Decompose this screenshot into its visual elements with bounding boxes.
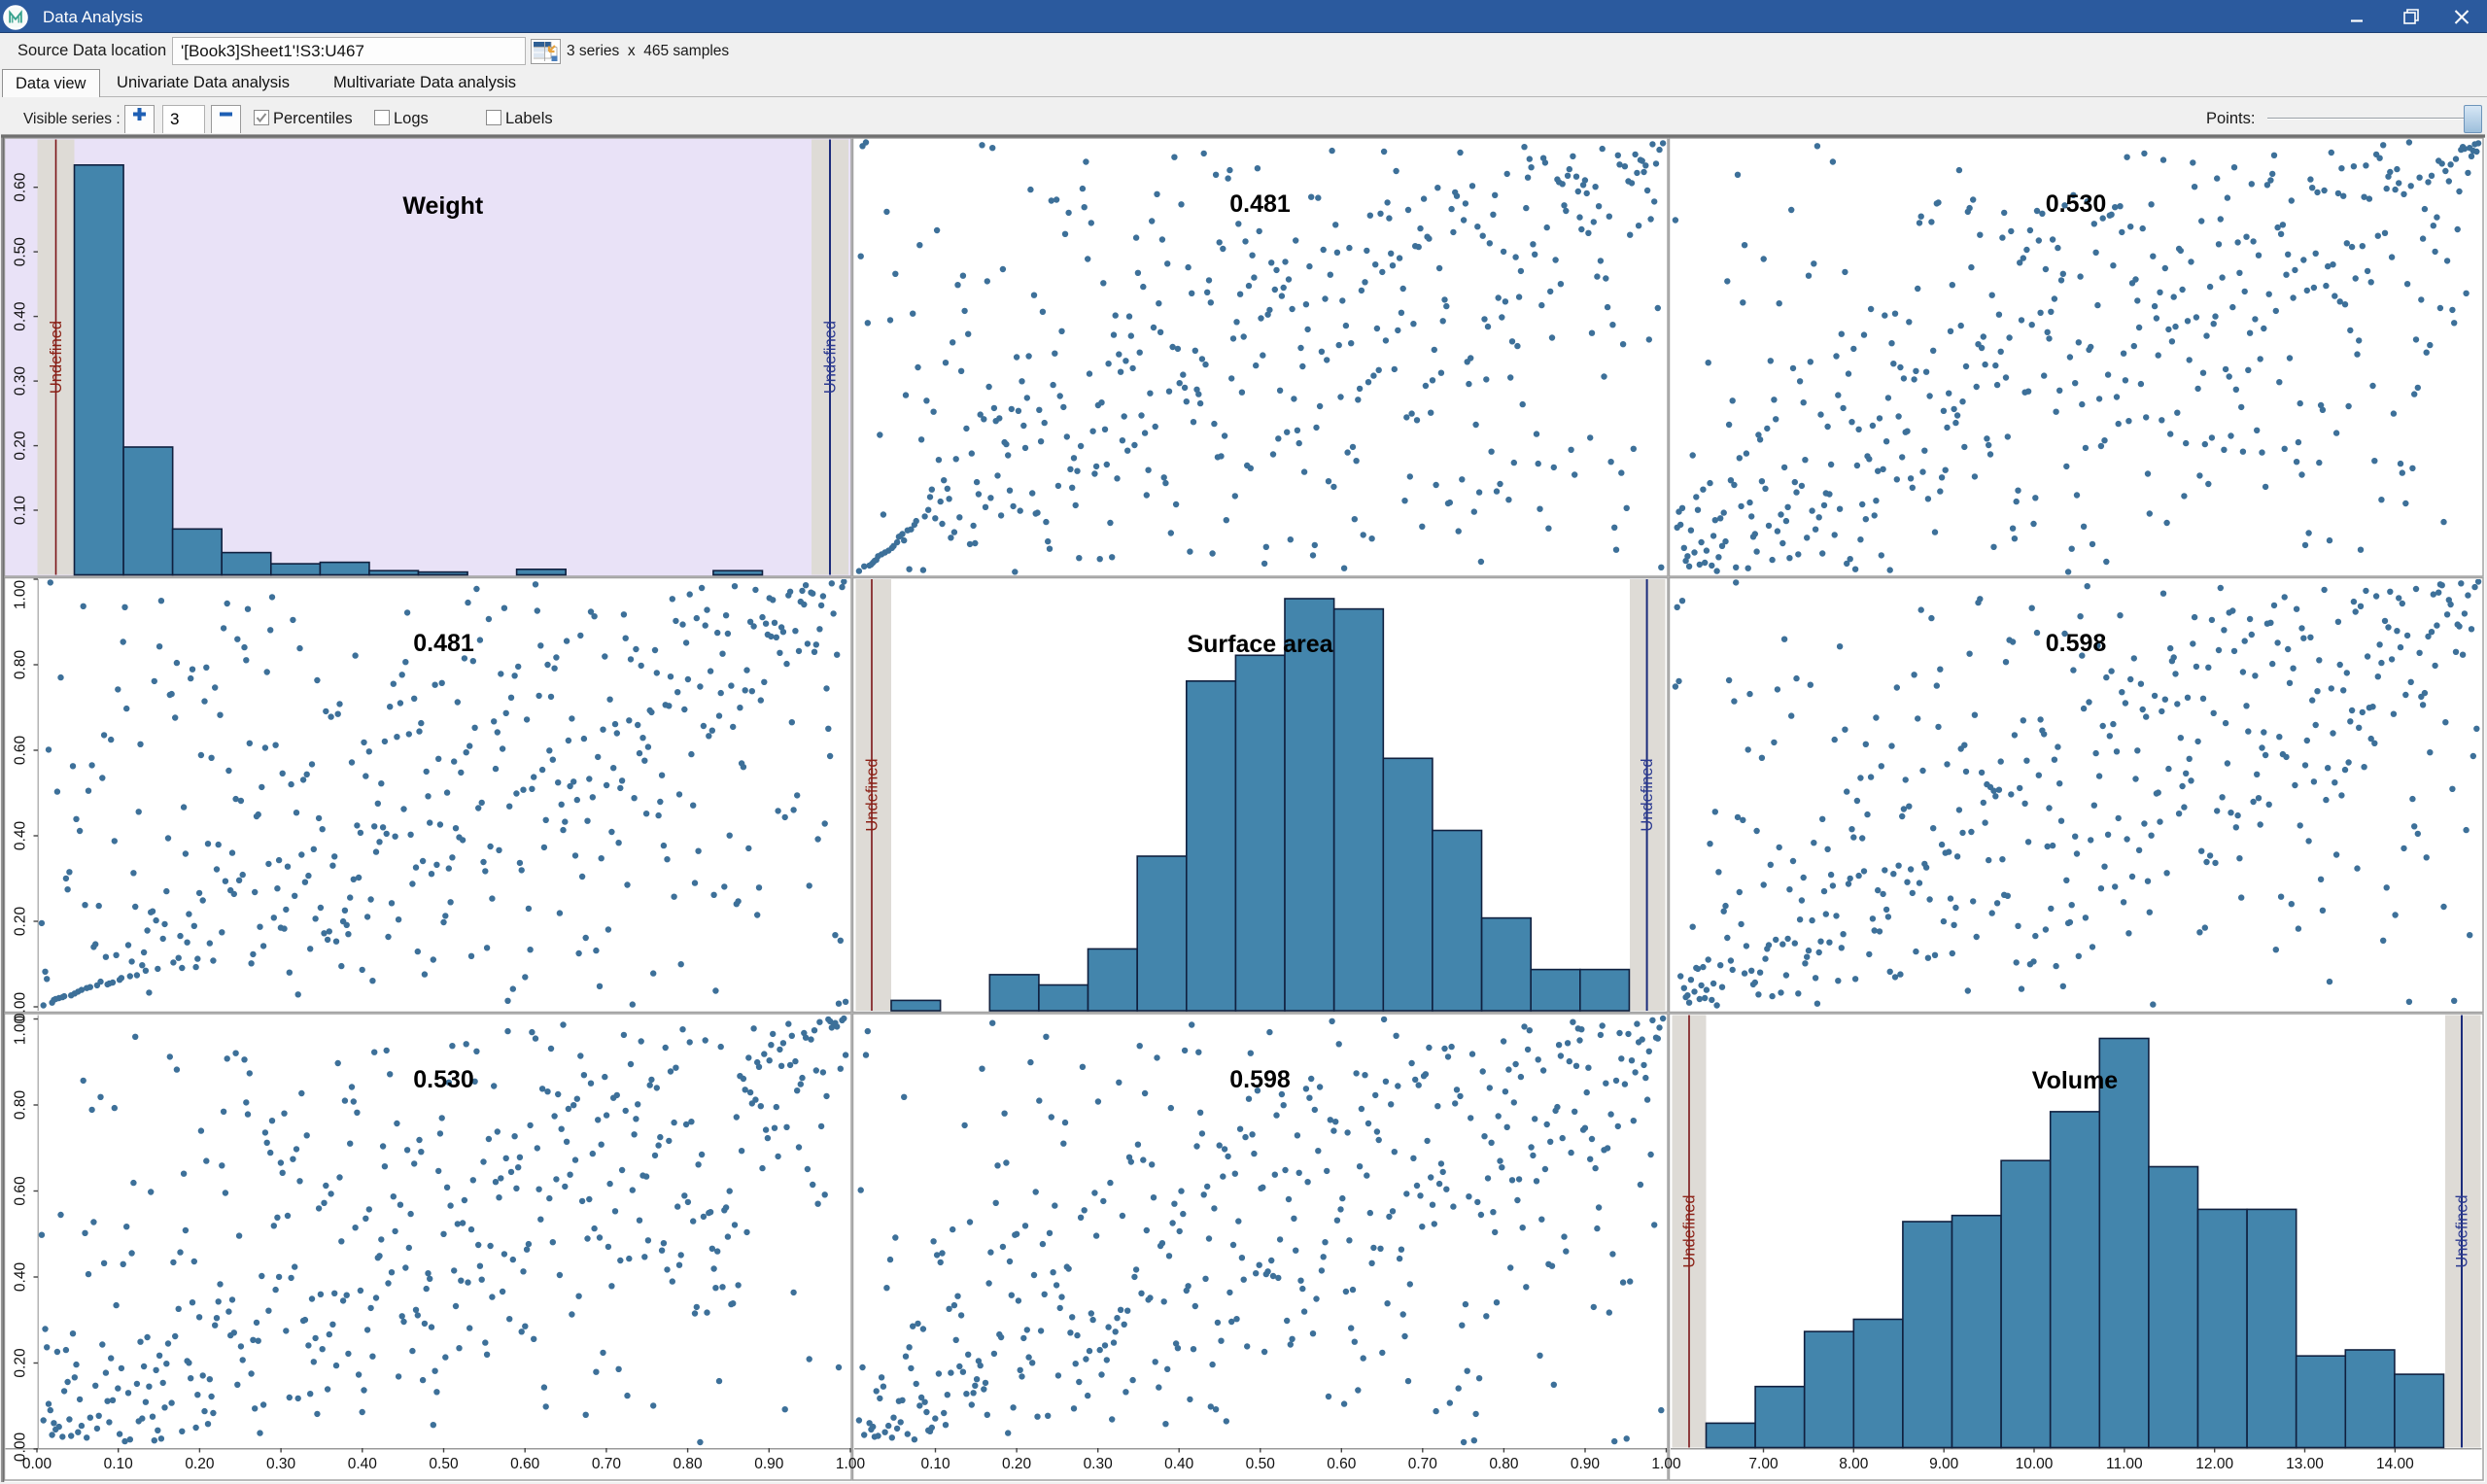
- svg-text:10.00: 10.00: [2016, 1456, 2054, 1472]
- svg-text:Undefined: Undefined: [822, 321, 840, 394]
- svg-text:1.00: 1.00: [13, 1016, 29, 1046]
- svg-text:1.00: 1.00: [13, 580, 29, 610]
- svg-text:9.00: 9.00: [1929, 1456, 1959, 1472]
- svg-text:12.00: 12.00: [2195, 1456, 2233, 1472]
- svg-text:0.30: 0.30: [266, 1456, 296, 1472]
- svg-text:0.20: 0.20: [13, 907, 29, 937]
- svg-text:0.530: 0.530: [2046, 190, 2107, 218]
- svg-text:0.40: 0.40: [1164, 1456, 1194, 1472]
- svg-text:0.90: 0.90: [1571, 1456, 1601, 1472]
- svg-text:0.40: 0.40: [13, 821, 29, 851]
- svg-text:7.00: 7.00: [1748, 1456, 1779, 1472]
- svg-text:0.90: 0.90: [754, 1456, 784, 1472]
- svg-text:11.00: 11.00: [2106, 1456, 2143, 1472]
- svg-text:0.80: 0.80: [13, 1090, 29, 1121]
- svg-text:14.00: 14.00: [2376, 1456, 2414, 1472]
- svg-text:0.10: 0.10: [13, 496, 29, 526]
- svg-text:0.70: 0.70: [592, 1456, 622, 1472]
- svg-text:0.50: 0.50: [1246, 1456, 1276, 1472]
- svg-text:0.530: 0.530: [413, 1066, 474, 1093]
- svg-text:Undefined: Undefined: [48, 321, 65, 394]
- svg-text:0.80: 0.80: [1489, 1456, 1519, 1472]
- svg-text:0.00: 0.00: [22, 1456, 52, 1472]
- svg-text:0.60: 0.60: [510, 1456, 540, 1472]
- svg-text:0.60: 0.60: [13, 736, 29, 766]
- svg-text:Volume: Volume: [2032, 1067, 2119, 1094]
- svg-text:0.60: 0.60: [13, 172, 29, 202]
- svg-text:0.40: 0.40: [13, 1262, 29, 1293]
- svg-text:0.10: 0.10: [920, 1456, 950, 1472]
- svg-text:Undefined: Undefined: [1681, 1194, 1699, 1267]
- svg-text:0.60: 0.60: [13, 1176, 29, 1206]
- svg-text:0.20: 0.20: [13, 1348, 29, 1378]
- svg-text:1.00: 1.00: [1651, 1456, 1681, 1472]
- svg-text:1.00: 1.00: [836, 1456, 866, 1472]
- svg-text:0.30: 0.30: [1084, 1456, 1114, 1472]
- svg-text:0.50: 0.50: [429, 1456, 459, 1472]
- svg-text:0.70: 0.70: [1408, 1456, 1438, 1472]
- svg-text:0.598: 0.598: [2046, 630, 2107, 657]
- svg-text:0.40: 0.40: [13, 301, 29, 331]
- svg-text:0.481: 0.481: [1229, 190, 1291, 218]
- svg-text:0.40: 0.40: [348, 1456, 378, 1472]
- svg-text:0.20: 0.20: [1002, 1456, 1032, 1472]
- svg-text:0.481: 0.481: [413, 630, 474, 657]
- svg-text:0.598: 0.598: [1229, 1066, 1291, 1093]
- svg-text:0.60: 0.60: [1327, 1456, 1357, 1472]
- svg-text:0.80: 0.80: [13, 650, 29, 680]
- svg-text:Undefined: Undefined: [864, 758, 881, 831]
- svg-text:0.80: 0.80: [674, 1456, 704, 1472]
- svg-text:Undefined: Undefined: [2454, 1194, 2471, 1267]
- svg-text:0.50: 0.50: [13, 237, 29, 267]
- svg-text:0.10: 0.10: [104, 1456, 134, 1472]
- svg-text:0.30: 0.30: [13, 366, 29, 397]
- svg-text:0.00: 0.00: [13, 992, 29, 1022]
- svg-text:Weight: Weight: [402, 192, 484, 220]
- svg-text:0.20: 0.20: [13, 431, 29, 461]
- svg-text:Undefined: Undefined: [1639, 758, 1656, 831]
- svg-text:Surface area: Surface area: [1187, 631, 1333, 658]
- svg-text:13.00: 13.00: [2286, 1456, 2324, 1472]
- svg-text:0.00: 0.00: [13, 1432, 29, 1463]
- svg-text:8.00: 8.00: [1839, 1456, 1869, 1472]
- svg-text:0.20: 0.20: [185, 1456, 215, 1472]
